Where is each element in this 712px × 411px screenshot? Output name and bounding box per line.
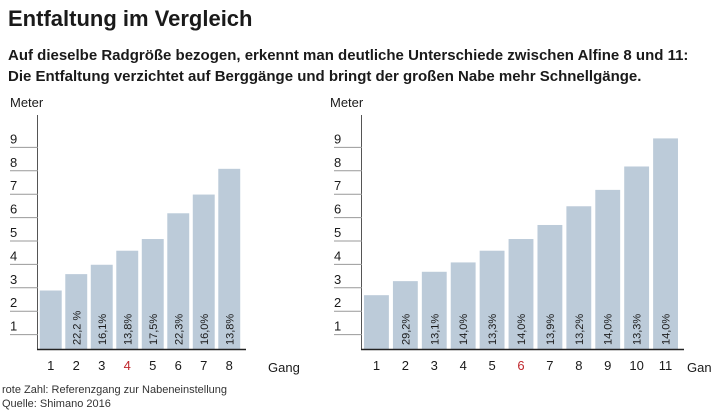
bar-label: 29,2% xyxy=(400,314,412,345)
y-axis-label: Meter xyxy=(10,95,44,110)
y-tick-label: 3 xyxy=(334,272,341,287)
bar-label: 13,3% xyxy=(632,314,644,345)
note: Quelle: Shimano 2016 xyxy=(2,398,111,410)
x-tick-label: 7 xyxy=(546,358,553,373)
y-tick-label: 8 xyxy=(10,155,17,170)
x-tick-label: 3 xyxy=(431,358,438,373)
bar-label: 16,1% xyxy=(97,314,109,345)
bar xyxy=(392,281,418,349)
bar-label: 14,0% xyxy=(661,314,673,345)
bar xyxy=(624,166,650,349)
bar-label: 13,3% xyxy=(487,314,499,345)
bar xyxy=(192,194,215,349)
x-tick-label: 1 xyxy=(47,358,54,373)
x-tick-label: 4 xyxy=(460,358,467,373)
bar-label: 22,2 % xyxy=(71,311,83,345)
x-tick-label: 4 xyxy=(124,358,131,373)
subtitle: Die Entfaltung verzichtet auf Berggänge … xyxy=(8,68,641,85)
bar xyxy=(90,264,113,349)
bar xyxy=(537,224,563,349)
y-tick-label: 8 xyxy=(334,155,341,170)
y-tick-label: 1 xyxy=(10,319,17,334)
bar xyxy=(421,271,447,349)
bar xyxy=(653,138,678,349)
y-tick-label: 3 xyxy=(10,272,17,287)
bar-label: 14,0% xyxy=(516,314,528,345)
bar xyxy=(218,168,241,349)
bar-label: 13,8% xyxy=(224,314,236,345)
y-tick-label: 4 xyxy=(10,248,17,263)
bar-label: 13,2% xyxy=(574,314,586,345)
x-tick-label: 1 xyxy=(373,358,380,373)
y-tick-label: 7 xyxy=(334,178,341,193)
subtitle: Auf dieselbe Radgröße bezogen, erkennt m… xyxy=(8,47,688,64)
bar xyxy=(167,213,190,349)
x-axis-label: Gang xyxy=(687,360,712,375)
x-tick-label: 8 xyxy=(226,358,233,373)
y-tick-label: 2 xyxy=(10,295,17,310)
y-axis-label: Meter xyxy=(330,95,364,110)
bar xyxy=(566,206,592,349)
x-tick-label: 10 xyxy=(629,358,643,373)
x-tick-label: 2 xyxy=(402,358,409,373)
y-tick-label: 9 xyxy=(334,131,341,146)
title: Entfaltung im Vergleich xyxy=(8,6,252,31)
y-tick-label: 5 xyxy=(10,225,17,240)
y-tick-label: 9 xyxy=(10,131,17,146)
y-tick-label: 6 xyxy=(334,202,341,217)
bar xyxy=(39,290,62,349)
x-tick-label: 5 xyxy=(149,358,156,373)
x-tick-label: 5 xyxy=(488,358,495,373)
bar-label: 13,9% xyxy=(545,314,557,345)
bar xyxy=(364,295,389,349)
y-tick-label: 6 xyxy=(10,202,17,217)
y-tick-label: 5 xyxy=(334,225,341,240)
bar xyxy=(479,250,505,349)
bar-label: 13,8% xyxy=(122,314,134,345)
bar-label: 14,0% xyxy=(603,314,615,345)
x-tick-label: 11 xyxy=(659,358,673,373)
y-tick-label: 2 xyxy=(334,295,341,310)
note: rote Zahl: Referenzgang zur Nabeneinstel… xyxy=(2,384,227,396)
x-tick-label: 7 xyxy=(200,358,207,373)
x-tick-label: 8 xyxy=(575,358,582,373)
bar xyxy=(65,274,88,349)
bar-label: 13,1% xyxy=(429,314,441,345)
bar xyxy=(595,189,621,349)
y-tick-label: 7 xyxy=(10,178,17,193)
x-axis-label: Gang xyxy=(268,360,300,375)
bar xyxy=(116,250,139,349)
x-tick-label: 6 xyxy=(175,358,182,373)
y-tick-label: 4 xyxy=(334,248,341,263)
x-tick-label: 2 xyxy=(73,358,80,373)
x-tick-label: 9 xyxy=(604,358,611,373)
bar xyxy=(450,262,476,349)
x-tick-label: 3 xyxy=(98,358,105,373)
x-tick-label: 6 xyxy=(517,358,524,373)
bar-label: 17,5% xyxy=(148,314,160,345)
bar-label: 16,0% xyxy=(199,314,211,345)
y-tick-label: 1 xyxy=(334,319,341,334)
bar-label: 22,3% xyxy=(173,314,185,345)
bar xyxy=(508,239,534,349)
bar xyxy=(141,239,164,349)
bar-label: 14,0% xyxy=(458,314,470,345)
